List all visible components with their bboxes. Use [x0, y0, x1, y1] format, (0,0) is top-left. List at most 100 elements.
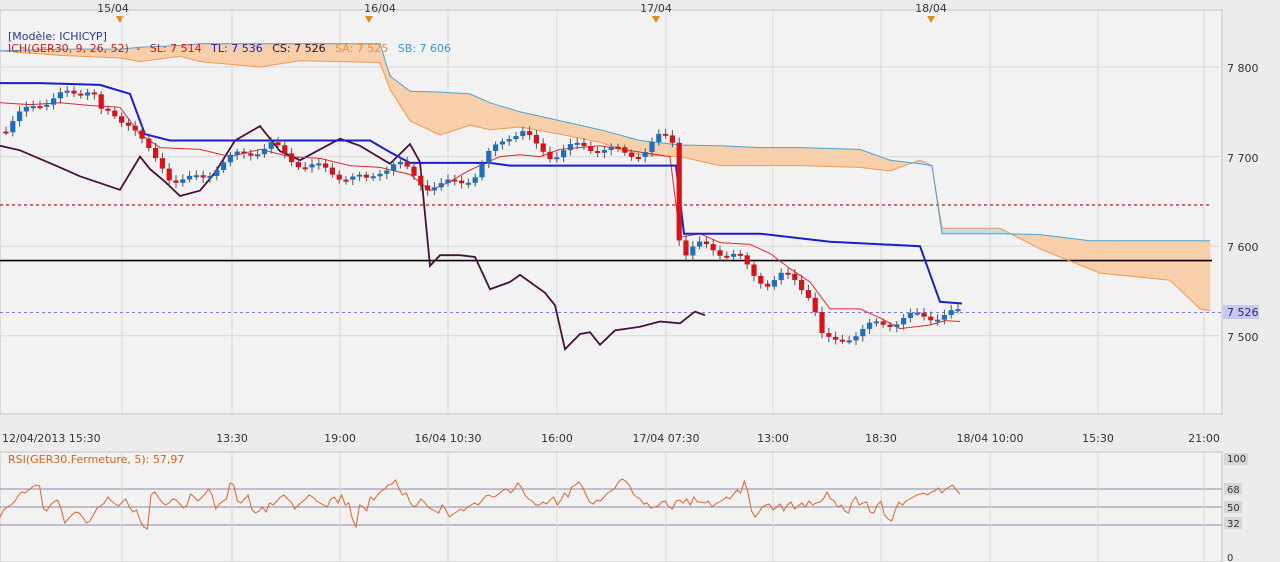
candle-body [91, 92, 97, 95]
candle-body [30, 106, 36, 109]
candle-body [78, 93, 84, 96]
cloud-segment [544, 116, 550, 133]
candle-body [187, 175, 193, 180]
legend-sb: SB: 7 606 [398, 42, 451, 55]
candle-body [282, 145, 288, 154]
candle-body [384, 170, 390, 174]
cloud-segment [468, 93, 475, 127]
cloud-segment [1139, 240, 1145, 278]
rsi-series [0, 478, 961, 530]
cloud-segment [549, 118, 555, 134]
cloud-segment [766, 147, 772, 166]
cloud-segment [1184, 240, 1191, 300]
cloud-segment [796, 147, 802, 166]
candle-body [166, 168, 172, 181]
cloud-segment [408, 89, 414, 124]
model-label: [Modèle: ICHICYP] [8, 30, 107, 43]
rsi-tick-box [1224, 483, 1242, 495]
time-tick-label: 17/04 07:30 [633, 432, 700, 445]
cloud-segment [569, 122, 576, 138]
candle-body [642, 152, 648, 157]
candle-body [418, 175, 424, 186]
cloud-segment [524, 112, 530, 130]
rsi-tick-label: 0 [1227, 553, 1233, 562]
cloud-segment [665, 142, 671, 157]
cloud-segment [947, 227, 954, 234]
candle-body [37, 106, 43, 109]
candle-body [275, 142, 281, 146]
candle-body [765, 283, 771, 287]
cloud-segment [851, 148, 858, 168]
candle-body [867, 322, 873, 329]
cloud-segment [483, 99, 490, 130]
rsi-axis: 100 68 50 32 0 [1224, 453, 1248, 562]
candle-body [377, 173, 383, 177]
price-tick-label: 7 600 [1227, 241, 1259, 254]
cloud-segment [458, 92, 465, 130]
rsi-tick-box [1224, 501, 1242, 513]
candle-body [914, 312, 920, 315]
cloud-segment [725, 145, 732, 166]
cloud-segment [1108, 240, 1115, 275]
cloud-segment [1118, 240, 1125, 276]
cloud-segment [1043, 234, 1049, 253]
cloud-segment [685, 144, 692, 160]
candle-body [595, 150, 601, 153]
candle-body [894, 324, 900, 327]
cloud-segment [720, 145, 727, 166]
cloud-segment [1194, 240, 1201, 310]
cloud-segment [559, 120, 565, 136]
candle-body [336, 174, 342, 180]
cloud-segment [660, 142, 666, 157]
top-date-label: 18/04 [915, 2, 947, 15]
time-tick-label: 13:00 [757, 432, 789, 445]
cloud-segment [871, 153, 878, 170]
cloud-segment [1068, 237, 1075, 263]
candle-body [3, 131, 9, 134]
candle-body [207, 175, 213, 178]
cloud-segment [1174, 240, 1181, 291]
date-marker-icon [652, 16, 660, 23]
cloud-segment [493, 103, 500, 130]
candle-body [261, 148, 267, 155]
candle-body [792, 273, 798, 280]
cloud-segment [806, 147, 813, 167]
rsi-tick-label: 68 [1227, 485, 1240, 496]
indicator-legend: [Modèle: ICHICYP] ICH(GER30, 9, 26, 52) … [8, 30, 451, 55]
cloud-segment [594, 128, 601, 143]
candle-body [554, 157, 560, 160]
candle-body [948, 310, 954, 315]
candle-body [221, 162, 227, 170]
candle-body [846, 340, 852, 343]
cloud-segment [433, 91, 439, 135]
candle-body [567, 144, 573, 151]
legend-sa: SA: 7 525 [335, 42, 388, 55]
cloud-segment [957, 227, 964, 234]
cloud-segment [856, 148, 863, 168]
candle-body [404, 161, 410, 167]
candle-body [323, 163, 329, 168]
top-date-label: 15/04 [97, 2, 129, 15]
cloud-segment [801, 147, 807, 167]
cloud-segment [1129, 240, 1135, 277]
cloud-segment [508, 108, 515, 129]
candle-body [608, 146, 614, 150]
candle-body [663, 133, 669, 136]
candle-body [71, 90, 77, 94]
cloud-segment [700, 145, 707, 163]
candle-body [316, 163, 322, 166]
current-price-badge [1223, 305, 1259, 319]
candle-body [561, 150, 567, 158]
cloud-segment [1048, 235, 1055, 255]
candle-body [438, 183, 444, 188]
cloud-segment [831, 148, 838, 167]
cloud-segment [771, 147, 777, 166]
cloud-segment [1053, 235, 1060, 257]
cloud-segment [1083, 239, 1090, 270]
cloud-segment [423, 91, 429, 131]
candle-body [812, 297, 818, 313]
cloud-segment [513, 109, 520, 128]
cloud-segment [1078, 239, 1085, 268]
candle-body [853, 336, 859, 341]
cloud-segment [791, 147, 797, 166]
